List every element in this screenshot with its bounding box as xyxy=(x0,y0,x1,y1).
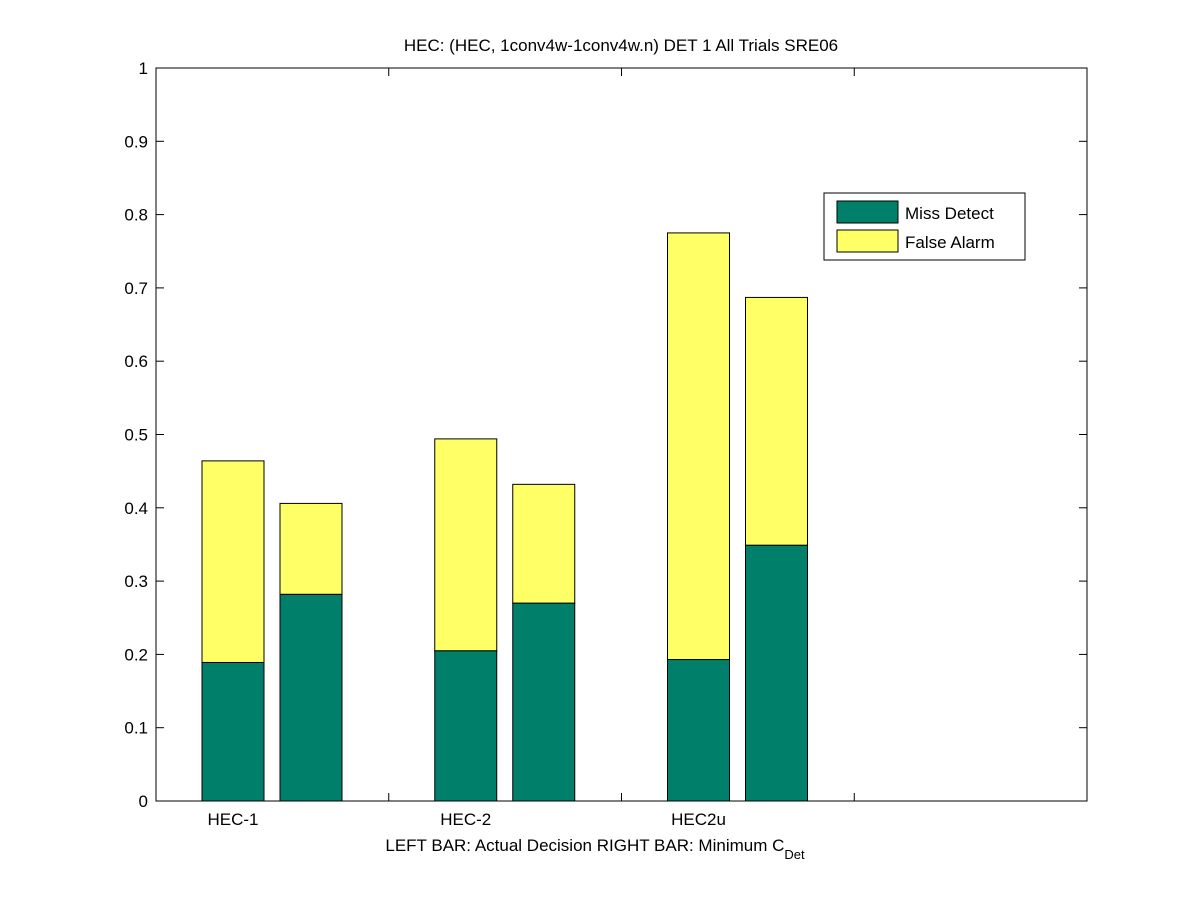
y-tick-label-7: 0.7 xyxy=(124,279,148,298)
y-tick-label-3: 0.3 xyxy=(124,572,148,591)
legend-swatch-false-alarm xyxy=(836,229,899,253)
bar-miss-detect-3-actual xyxy=(667,659,730,802)
y-tick-label-5: 0.5 xyxy=(124,426,148,445)
bar-false-alarm-2-actual xyxy=(434,438,498,652)
x-axis-label: LEFT BAR: Actual Decision RIGHT BAR: Min… xyxy=(385,836,805,862)
bar-miss-detect-3-minimum xyxy=(745,544,808,802)
bar-false-alarm-2-minimum xyxy=(512,483,576,604)
axis-layer: 0 0.1 0.2 0.3 0.4 0.5 0.6 0.7 0.8 0.9 1 HEC-1 HEC-2 H… xyxy=(124,59,1087,829)
x-axis-label-left: LEFT BAR: Actual Decision xyxy=(385,836,592,855)
chart-title: HEC: (HEC, 1conv4w-1conv4w.n) DET 1 All … xyxy=(404,36,838,55)
y-tick-label-8: 0.8 xyxy=(124,206,148,225)
bars-layer xyxy=(201,232,808,802)
y-tick-label-0: 0 xyxy=(139,792,148,811)
x-axis-label-subscript: Det xyxy=(784,847,805,862)
legend: Miss Detect False Alarm xyxy=(823,192,1026,261)
y-tick-label-2: 0.2 xyxy=(124,645,148,664)
y-tick-label-6: 0.6 xyxy=(124,352,148,371)
bar-false-alarm-1-minimum xyxy=(279,502,343,595)
y-tick-label-10: 1 xyxy=(139,59,148,78)
x-tick-label-2: HEC-2 xyxy=(440,810,491,829)
x-axis-label-right: RIGHT BAR: Minimum C xyxy=(597,836,785,855)
legend-label-false-alarm: False Alarm xyxy=(905,233,995,252)
bar-miss-detect-1-minimum xyxy=(279,593,343,802)
bar-false-alarm-3-minimum xyxy=(745,296,808,546)
bar-miss-detect-2-actual xyxy=(434,650,498,802)
legend-label-miss-detect: Miss Detect xyxy=(905,204,994,223)
bar-false-alarm-3-actual xyxy=(667,232,730,661)
y-tick-label-1: 0.1 xyxy=(124,719,148,738)
y-tick-label-9: 0.9 xyxy=(124,132,148,151)
x-tick-label-3: HEC2u xyxy=(671,810,726,829)
y-tick-label-4: 0.4 xyxy=(124,499,148,518)
plot-area-frame xyxy=(155,67,1088,802)
bar-false-alarm-1-actual xyxy=(201,460,265,663)
bar-miss-detect-1-actual xyxy=(201,661,265,802)
x-tick-label-1: HEC-1 xyxy=(207,810,258,829)
legend-swatch-miss-detect xyxy=(836,200,899,224)
bar-miss-detect-2-minimum xyxy=(512,602,576,802)
